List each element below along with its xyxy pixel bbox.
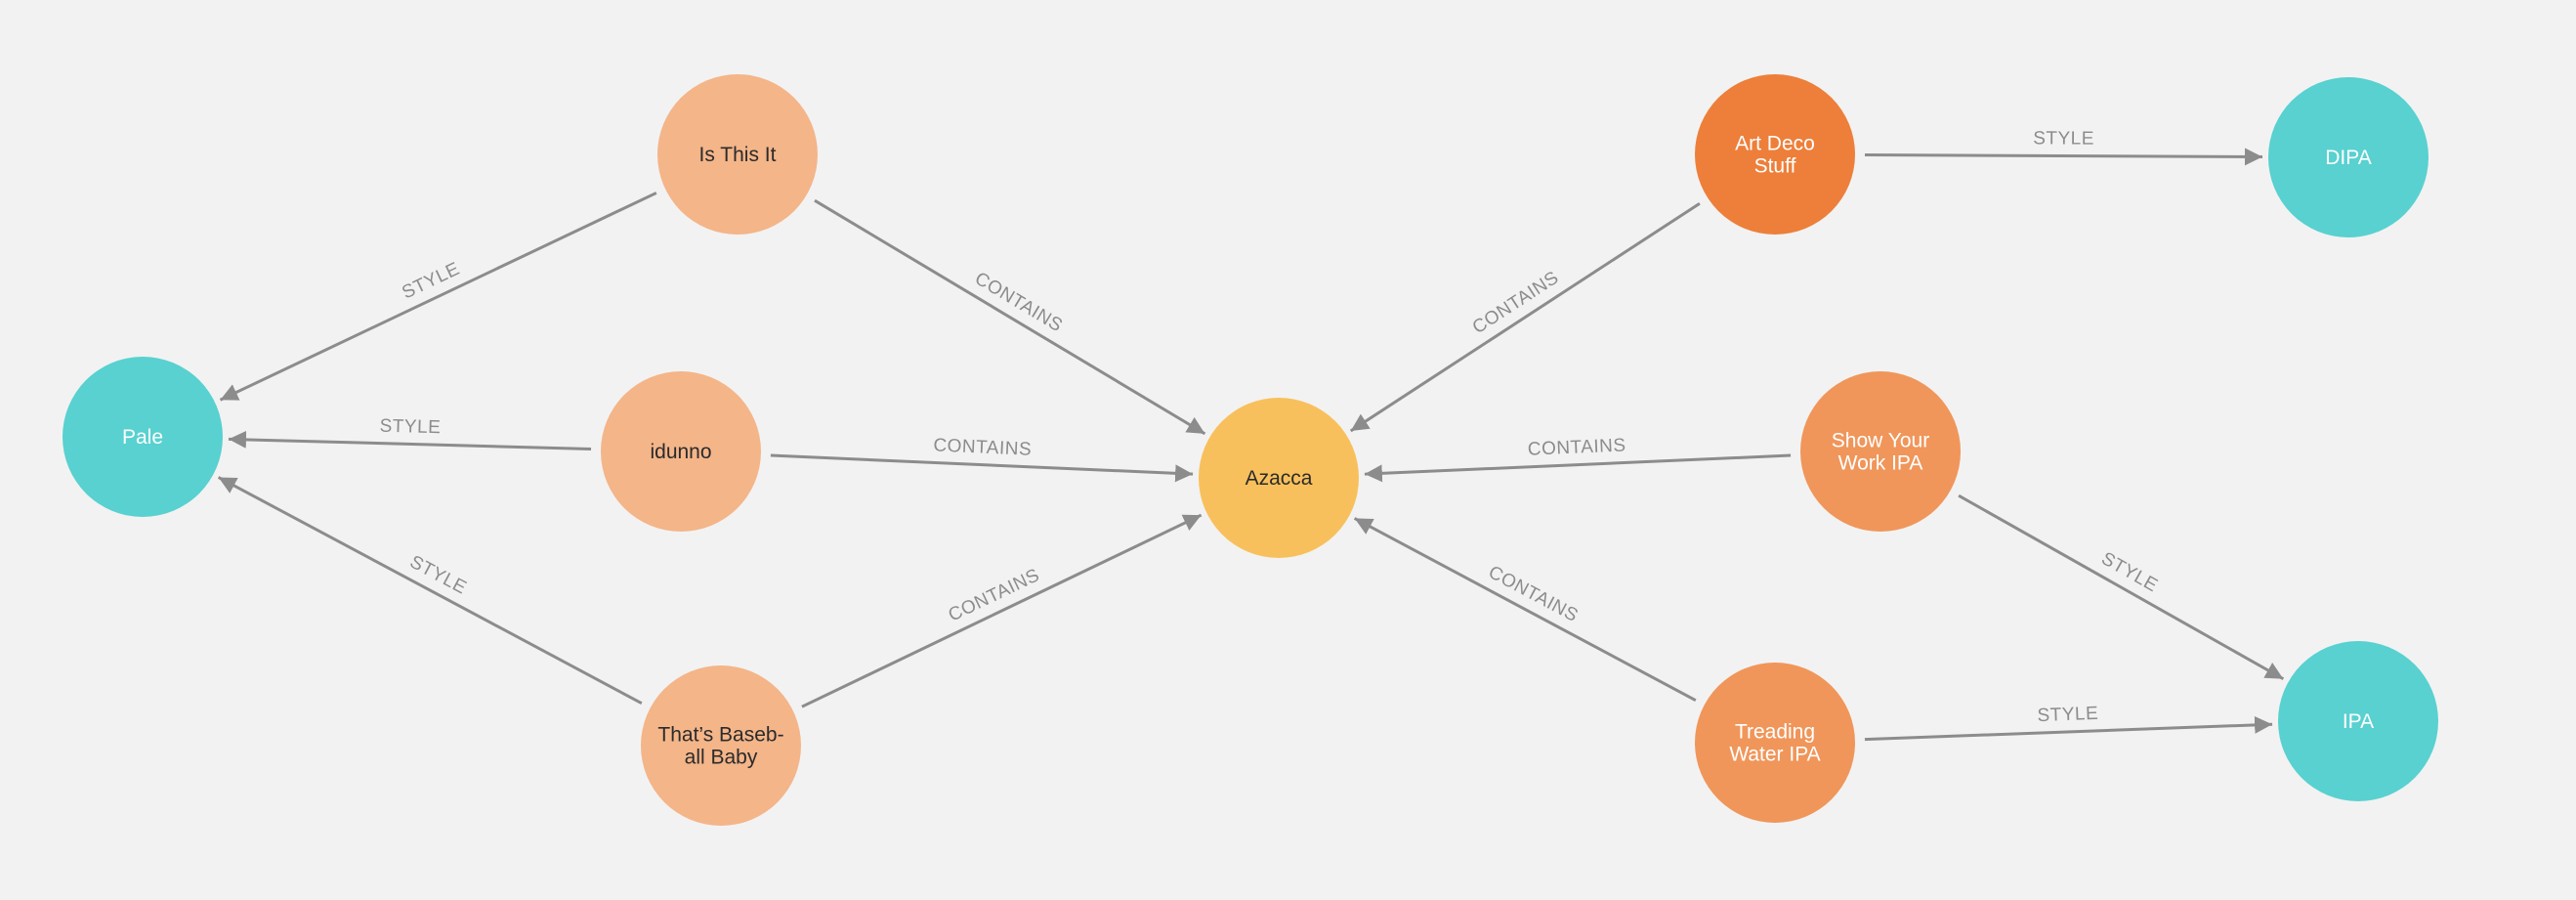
edge-line[interactable] xyxy=(217,476,643,706)
node-label: all Baby xyxy=(685,747,758,769)
edge-line[interactable] xyxy=(1864,148,2263,166)
node-circle[interactable] xyxy=(1800,371,1961,532)
edge-idunno-to-pale[interactable]: STYLE xyxy=(228,416,592,450)
edge-idunno-to-azacca[interactable]: CONTAINS xyxy=(770,435,1194,483)
edge-line[interactable] xyxy=(1349,201,1701,433)
edge-treading_water_ipa-to-ipa[interactable]: STYLE xyxy=(1864,704,2273,742)
node-pale[interactable]: Pale xyxy=(63,357,223,517)
node-thats_baseball_baby[interactable]: That’s Baseb-all Baby xyxy=(641,665,801,826)
node-label: Treading xyxy=(1735,721,1815,744)
nodes-layer: Pale Is This It idunno That’s Baseb-all Bab… xyxy=(63,74,2438,826)
edge-line[interactable] xyxy=(801,513,1203,708)
node-circle[interactable] xyxy=(601,371,761,532)
edge-line[interactable] xyxy=(1958,493,2285,681)
edge-label: CONTAINS xyxy=(1527,435,1626,459)
edge-line[interactable] xyxy=(1353,517,1697,703)
node-circle[interactable] xyxy=(641,665,801,826)
node-idunno[interactable]: idunno xyxy=(601,371,761,532)
node-circle[interactable] xyxy=(1695,663,1855,823)
edge-line[interactable] xyxy=(770,453,1194,483)
edge-line[interactable] xyxy=(228,430,592,450)
edge-label: STYLE xyxy=(406,552,470,599)
node-label: Stuff xyxy=(1754,155,1796,178)
node-label: IPA xyxy=(2343,710,2374,733)
edge-line[interactable] xyxy=(1364,453,1792,483)
edge-line[interactable] xyxy=(814,198,1206,436)
node-label: Pale xyxy=(122,426,163,449)
edge-label: STYLE xyxy=(399,259,463,304)
edge-label: STYLE xyxy=(2037,704,2098,726)
node-circle[interactable] xyxy=(1199,398,1359,558)
edge-label: CONTAINS xyxy=(946,565,1043,626)
edge-label: STYLE xyxy=(2033,128,2094,149)
node-circle[interactable] xyxy=(2268,77,2428,237)
node-ipa[interactable]: IPA xyxy=(2278,641,2438,801)
node-circle[interactable] xyxy=(657,74,818,235)
node-label: idunno xyxy=(650,441,711,463)
edge-label: STYLE xyxy=(379,416,441,439)
edge-label: STYLE xyxy=(2097,548,2161,596)
edge-art_deco_stuff-to-azacca[interactable]: CONTAINS xyxy=(1349,201,1701,433)
node-label: Show Your xyxy=(1832,430,1929,452)
node-circle[interactable] xyxy=(63,357,223,517)
edge-show_your_work_ipa-to-azacca[interactable]: CONTAINS xyxy=(1364,435,1792,483)
node-label: Is This It xyxy=(699,144,777,166)
node-label: DIPA xyxy=(2325,147,2371,169)
node-azacca[interactable]: Azacca xyxy=(1199,398,1359,558)
edge-is_this_it-to-azacca[interactable]: CONTAINS xyxy=(814,198,1206,436)
node-is_this_it[interactable]: Is This It xyxy=(657,74,818,235)
node-label: That’s Baseb- xyxy=(657,724,783,747)
edge-art_deco_stuff-to-dipa[interactable]: STYLE xyxy=(1864,128,2263,166)
node-dipa[interactable]: DIPA xyxy=(2268,77,2428,237)
edge-line[interactable] xyxy=(1864,715,2273,742)
node-label: Azacca xyxy=(1246,467,1313,490)
edge-treading_water_ipa-to-azacca[interactable]: CONTAINS xyxy=(1353,517,1697,703)
node-label: Water IPA xyxy=(1729,744,1820,766)
edge-thats_baseball_baby-to-azacca[interactable]: CONTAINS xyxy=(801,513,1203,708)
node-label: Work IPA xyxy=(1838,452,1923,475)
edge-is_this_it-to-pale[interactable]: STYLE xyxy=(219,192,657,402)
edge-label: CONTAINS xyxy=(933,435,1033,459)
node-circle[interactable] xyxy=(1695,74,1855,235)
node-label: Art Deco xyxy=(1735,133,1815,155)
edge-thats_baseball_baby-to-pale[interactable]: STYLE xyxy=(217,476,643,706)
node-circle[interactable] xyxy=(2278,641,2438,801)
edge-show_your_work_ipa-to-ipa[interactable]: STYLE xyxy=(1958,493,2285,681)
edge-line[interactable] xyxy=(219,192,657,402)
